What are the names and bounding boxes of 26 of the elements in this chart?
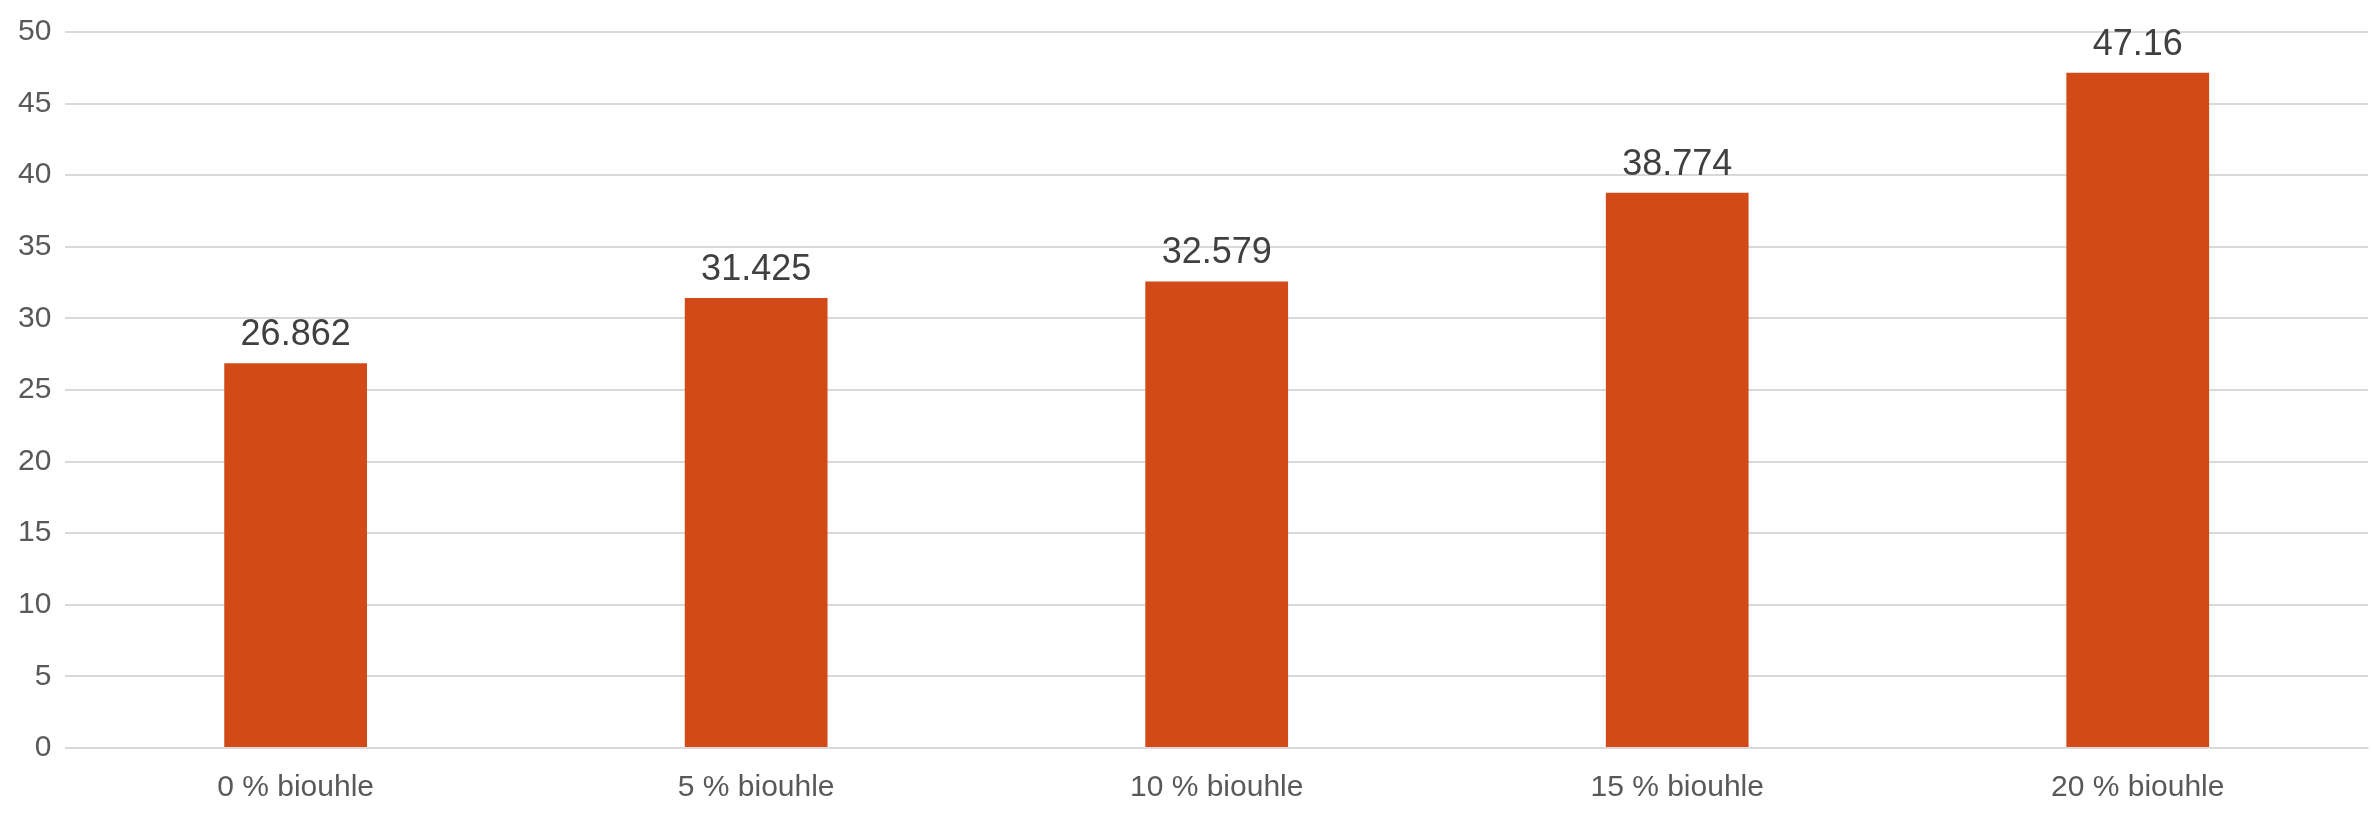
y-tick-label: 15 [17,514,52,548]
y-tick-label: 45 [17,84,52,118]
x-tick-label: 15 % biouhle [1590,769,1764,803]
y-tick-label: 30 [17,299,52,333]
x-tick-label: 5 % biouhle [677,769,835,803]
bar [224,363,368,747]
data-label: 31.425 [701,246,812,288]
y-tick-label: 25 [17,371,52,405]
y-tick-label: 10 [17,586,52,620]
y-tick-label: 35 [17,228,52,262]
bar [1605,192,1749,747]
data-label: 26.862 [240,312,351,354]
data-label: 47.16 [2092,21,2183,63]
x-tick-label: 10 % biouhle [1129,769,1304,803]
bar [1145,281,1289,747]
x-tick-label: 0 % biouhle [217,769,375,803]
y-tick-label: 50 [17,13,52,47]
y-tick-label: 0 [34,729,52,763]
data-label: 32.579 [1161,230,1272,272]
x-tick-label: 20 % biouhle [2051,769,2225,803]
y-tick-label: 20 [17,442,52,476]
y-tick-label: 40 [17,156,52,190]
bar [684,297,828,747]
bar [2066,72,2210,747]
data-label: 38.774 [1622,141,1733,183]
y-tick-label: 5 [34,657,52,691]
